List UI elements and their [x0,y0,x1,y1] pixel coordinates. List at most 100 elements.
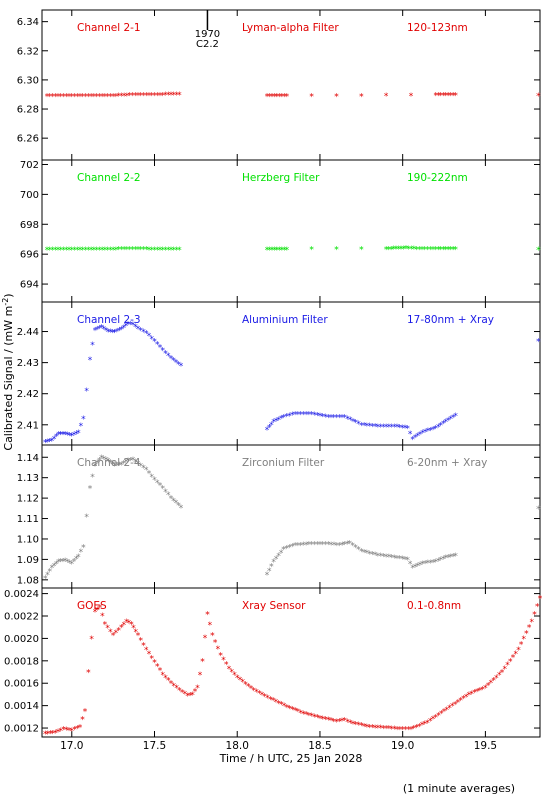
data-point-fill: * [356,420,361,430]
data-point: * [405,424,410,434]
data-point: * [161,246,166,256]
data-point-fill: * [274,698,279,708]
data-point-fill: * [103,246,108,256]
panel-2: 694 696 698 700 702 Channel 2-2 Herzberg Filte… [20,159,541,303]
data-point-fill: * [72,558,77,568]
x-tick-label: 18.0 [226,740,249,752]
data-point: * [205,610,210,620]
data-point-fill: * [80,716,85,726]
data-point: * [467,691,472,701]
data-point-fill: * [318,412,323,422]
data-point-fill: * [59,92,64,102]
data-point-fill: * [348,416,353,426]
data-point-fill: * [81,92,86,102]
data-point: * [84,387,89,397]
data-point-fill: * [203,634,208,644]
data-point-fill: * [494,674,499,684]
data-point: * [309,410,314,420]
data-point-fill: * [133,323,138,333]
y-tick-label: 2.43 [17,358,39,369]
data-point-fill: * [79,422,84,432]
data-point-fill: * [127,619,132,629]
data-point-fill: * [340,717,345,727]
data-point: * [334,92,339,102]
data-point: * [405,556,410,566]
data-point-fill: * [420,246,425,256]
data-point: * [111,92,116,102]
data-point-fill: * [395,423,400,433]
data-point-fill: * [309,712,314,722]
data-point: * [376,552,381,562]
data-point-fill: * [431,246,436,256]
data-point-fill: * [102,325,107,335]
data-point-fill: * [267,423,272,433]
panel-channel-label: Channel 2-3 [77,314,141,326]
x-axis-label: Time / h UTC, 25 Jan 2028 [219,752,363,765]
data-point-fill: * [102,455,107,465]
data-point-fill: * [65,431,70,441]
data-point: * [43,438,48,448]
data-point: * [81,544,86,554]
data-point-fill: * [329,414,334,424]
data-point-fill: * [412,245,417,255]
data-point: * [200,657,205,667]
data-point-fill: * [155,479,160,489]
data-point-fill: * [188,691,193,701]
data-point-fill: * [163,91,168,101]
data-point-fill: * [155,91,160,101]
data-point-fill: * [115,462,120,472]
data-point-fill: * [315,541,320,551]
data-point-fill: * [277,93,282,103]
data-point-fill: * [149,335,154,345]
data-point-fill: * [365,549,370,559]
data-point-fill: * [489,679,494,689]
data-point-fill: * [441,246,446,256]
data-point-fill: * [422,720,427,730]
data-point-fill: * [70,92,75,102]
y-tick-label: 6.26 [17,134,39,145]
data-point-fill: * [280,93,285,103]
data-point-fill: * [290,411,295,421]
data-point-fill: * [90,341,95,351]
data-point: * [392,554,397,564]
data-point-fill: * [376,724,381,734]
data-point-fill: * [116,626,121,636]
data-point-fill: * [320,541,325,551]
data-point-fill: * [176,502,181,512]
data-point: * [78,246,83,256]
data-point-fill: * [425,246,430,256]
data-point-fill: * [64,246,69,256]
data-point-fill: * [431,425,436,435]
data-point-fill: * [282,702,287,712]
data-point-fill: * [114,92,119,102]
data-point-fill: * [64,726,69,736]
data-point-fill: * [370,422,375,432]
data-point-fill: * [362,722,367,732]
data-point-fill: * [115,328,120,338]
data-point: * [417,722,422,732]
data-point-fill: * [92,92,97,102]
footnote: (1 minute averages) [403,782,515,795]
data-point-fill: * [378,724,383,734]
data-point: * [93,326,98,336]
data-point: * [384,725,389,735]
data-point: * [500,669,505,679]
data-point-fill: * [356,721,361,731]
y-axis-label-main: Calibrated Signal / (mW m [2,306,15,451]
data-point-fill: * [158,91,163,101]
data-point: * [434,246,439,256]
panel-band-label: 0.1-0.8nm [407,600,461,612]
data-point-fill: * [263,692,268,702]
data-point: * [136,632,141,642]
data-point-fill: * [147,469,152,479]
data-point: * [536,246,541,256]
data-point-fill: * [130,92,135,102]
data-point-fill: * [174,358,179,368]
data-point-fill: * [152,91,157,101]
y-axis-label: Calibrated Signal / (mW m-2) [1,293,15,450]
data-point-fill: * [320,412,325,422]
data-point-fill: * [287,704,292,714]
data-point-fill: * [422,246,427,256]
data-point-fill: * [307,410,312,420]
